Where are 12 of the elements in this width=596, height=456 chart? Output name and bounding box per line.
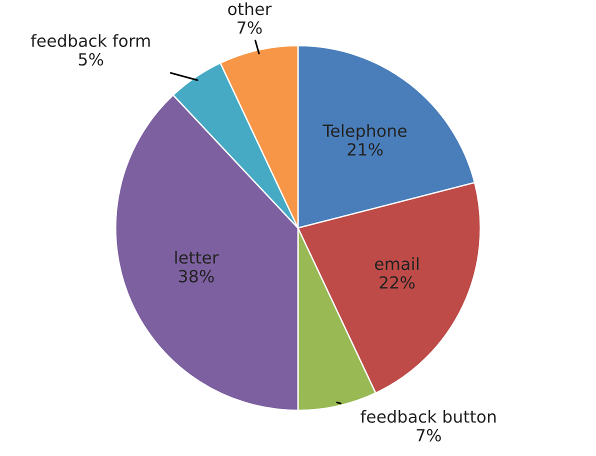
data-label: 7%: [238, 21, 262, 34]
data-label: 21%: [348, 143, 383, 156]
slice-label: Telephone: [322, 124, 407, 140]
data-label: 38%: [178, 270, 214, 282]
slice-label: feedback button: [360, 410, 496, 423]
data-label: 5%: [78, 53, 104, 66]
data-label: 7%: [416, 428, 441, 442]
slice-label: other: [228, 2, 272, 16]
slice-label: feedback form: [30, 34, 150, 47]
data-label: 22%: [380, 276, 415, 289]
slice-label: email: [374, 257, 418, 270]
slice-label: letter: [175, 250, 219, 264]
